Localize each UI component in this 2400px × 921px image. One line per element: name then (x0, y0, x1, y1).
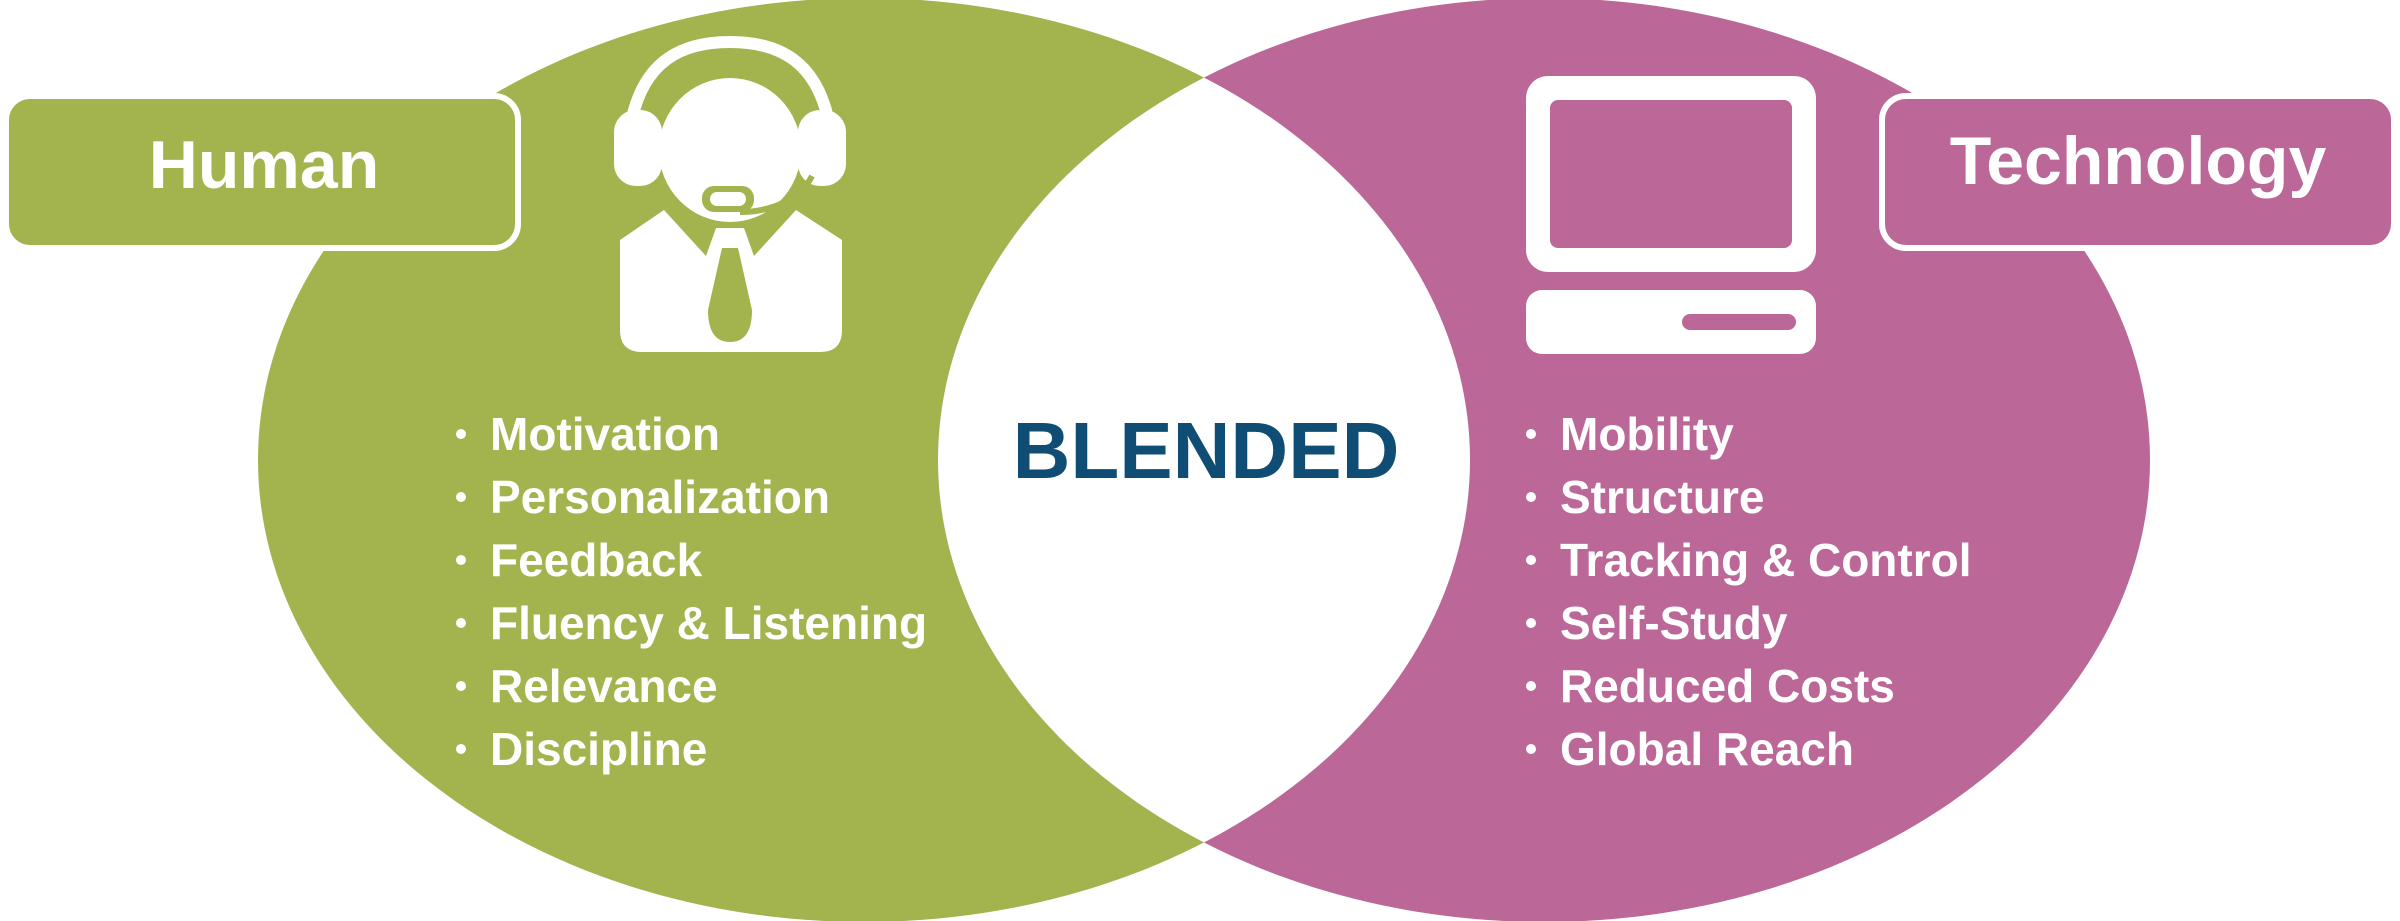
call-center-agent-headset-icon (614, 35, 846, 352)
svg-text:Fluency & Listening: Fluency & Listening (490, 597, 927, 649)
svg-text:Global Reach: Global Reach (1560, 723, 1854, 775)
human-label: Human (149, 127, 379, 203)
svg-text:Relevance: Relevance (490, 660, 718, 712)
list-item: Motivation (456, 408, 720, 460)
list-item: Tracking & Control (1526, 534, 1971, 586)
svg-text:Reduced Costs: Reduced Costs (1560, 660, 1895, 712)
human-label-box: Human (0, 90, 521, 254)
svg-text:Tracking & Control: Tracking & Control (1560, 534, 1971, 586)
technology-attributes-list: Mobility Structure Tracking & Control Se… (1526, 408, 1971, 775)
list-item: Discipline (456, 723, 707, 775)
technology-label-box: Technology (1879, 90, 2400, 254)
list-item: Mobility (1526, 408, 1734, 460)
svg-text:Feedback: Feedback (490, 534, 703, 586)
list-item: Feedback (456, 534, 703, 586)
svg-text:Discipline: Discipline (490, 723, 707, 775)
svg-text:Structure: Structure (1560, 471, 1764, 523)
list-item: Structure (1526, 471, 1764, 523)
list-item: Relevance (456, 660, 718, 712)
human-attributes-list: Motivation Personalization Feedback Flue… (456, 408, 927, 775)
svg-text:Mobility: Mobility (1560, 408, 1734, 460)
list-item: Global Reach (1526, 723, 1854, 775)
blended-label: BLENDED (1013, 406, 1400, 495)
svg-text:Personalization: Personalization (490, 471, 830, 523)
blended-overlap (938, 0, 1470, 921)
list-item: Reduced Costs (1526, 660, 1895, 712)
list-item: Fluency & Listening (456, 597, 927, 649)
list-item: Self-Study (1526, 597, 1788, 649)
svg-text:Self-Study: Self-Study (1560, 597, 1788, 649)
list-item: Personalization (456, 471, 830, 523)
technology-label: Technology (1950, 123, 2327, 199)
svg-text:Motivation: Motivation (490, 408, 720, 460)
desktop-computer-icon (1526, 76, 1816, 354)
